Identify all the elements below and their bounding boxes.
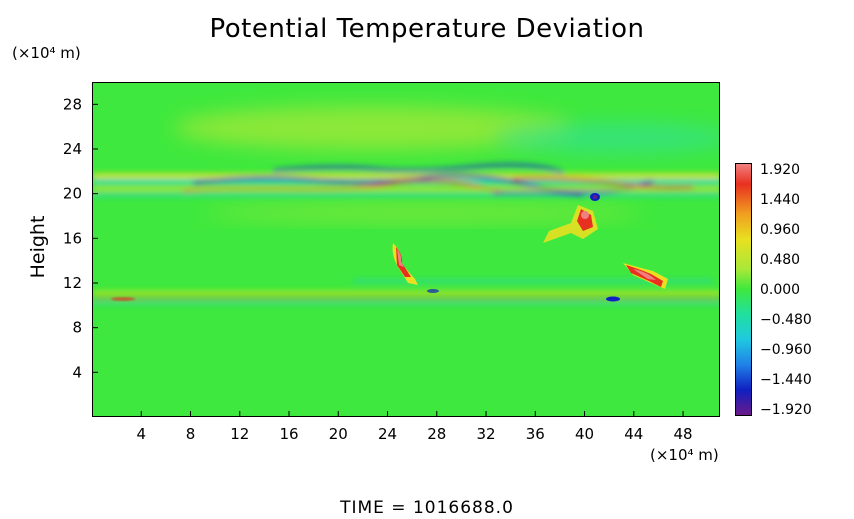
x-tick-label: 36 bbox=[526, 425, 545, 443]
convective-plume-upper bbox=[543, 193, 600, 243]
time-footer: TIME = 1016688.0 bbox=[340, 498, 514, 518]
x-tick-label: 24 bbox=[378, 425, 397, 443]
chart-title: Potential Temperature Deviation bbox=[209, 14, 645, 44]
y-tick-label: 8 bbox=[72, 319, 82, 337]
y-axis-unit: (×10⁴ m) bbox=[12, 44, 81, 62]
colorbar-label: 0.000 bbox=[760, 282, 801, 298]
x-tick-label: 48 bbox=[674, 425, 693, 443]
x-tick-label: 8 bbox=[186, 425, 196, 443]
x-tick-label: 20 bbox=[329, 425, 348, 443]
colorbar-label: 1.920 bbox=[760, 162, 801, 178]
heatmap-field bbox=[93, 83, 719, 416]
x-tick-label: 28 bbox=[427, 425, 446, 443]
x-tick-label: 44 bbox=[624, 425, 643, 443]
upper-warm-region bbox=[173, 106, 573, 150]
x-tick-label: 4 bbox=[136, 425, 146, 443]
plot-area bbox=[92, 82, 720, 417]
tropopause-wave-band bbox=[93, 163, 719, 197]
colorbar-label: −1.440 bbox=[760, 372, 812, 388]
y-tick-label: 24 bbox=[63, 140, 82, 158]
cold-spot bbox=[606, 296, 620, 302]
colorbar-label: 1.440 bbox=[760, 192, 801, 208]
y-tick-label: 16 bbox=[63, 229, 82, 247]
upper-cool-region bbox=[493, 123, 719, 153]
convective-plume-right bbox=[623, 263, 668, 289]
colorbar-label: −0.480 bbox=[760, 312, 812, 328]
colorbar bbox=[735, 163, 752, 416]
y-tick-label: 4 bbox=[72, 363, 82, 381]
x-tick-label: 12 bbox=[230, 425, 249, 443]
x-axis-unit: (×10⁴ m) bbox=[650, 446, 719, 464]
y-tick-label: 12 bbox=[63, 274, 82, 292]
colorbar-gradient bbox=[736, 164, 751, 415]
colorbar-label: 0.960 bbox=[760, 222, 801, 238]
warm-streak-left bbox=[111, 297, 135, 301]
y-tick-label: 28 bbox=[63, 95, 82, 113]
y-tick-label: 20 bbox=[63, 185, 82, 203]
x-tick-label: 40 bbox=[575, 425, 594, 443]
x-tick-label: 16 bbox=[279, 425, 298, 443]
cold-spot-left bbox=[427, 289, 439, 293]
lower-band bbox=[93, 279, 719, 305]
colorbar-label: 0.480 bbox=[760, 252, 801, 268]
mid-warm-region bbox=[203, 205, 643, 221]
x-tick-label: 32 bbox=[476, 425, 495, 443]
convective-plume-left bbox=[392, 243, 418, 285]
colorbar-label: −1.920 bbox=[760, 402, 812, 418]
colorbar-label: −0.960 bbox=[760, 342, 812, 358]
